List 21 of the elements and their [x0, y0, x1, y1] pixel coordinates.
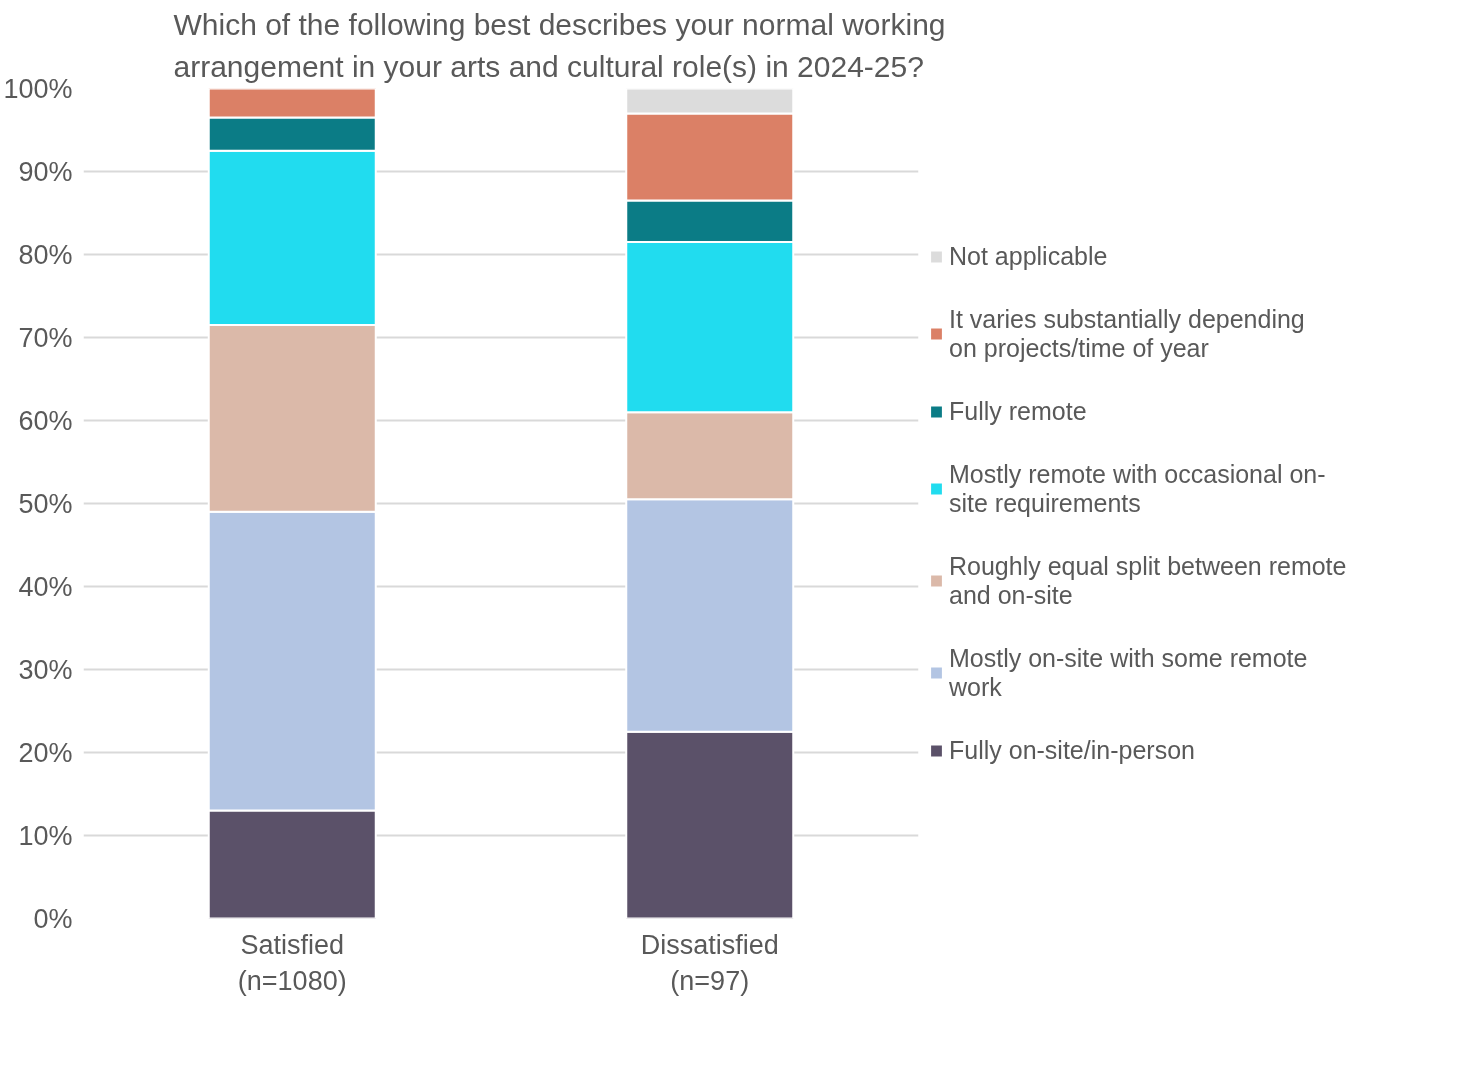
legend-label: Roughly equal split between remote and on-site [949, 551, 1347, 610]
legend-label: Not applicable [949, 241, 1108, 271]
legend-label: Mostly on-site with some remote work [949, 643, 1308, 702]
y-tick-label: 100% [3, 73, 73, 104]
x-tick-label: Satisfied (n=1080) [237, 929, 347, 996]
y-tick-label: 50% [18, 488, 73, 519]
y-tick-label: 20% [18, 737, 73, 768]
chart-title: Which of the following best describes your normal working arrangement in your arts and cultural role(s) in 2024-25? [173, 7, 946, 84]
y-tick-label: 10% [18, 820, 73, 851]
y-tick-label: 80% [18, 239, 73, 270]
legend-label: It varies substantially depending on projects/time of year [949, 304, 1305, 363]
legend-label: Mostly remote with occasional on-site requirements [949, 459, 1326, 518]
y-tick-label: 60% [18, 405, 73, 436]
y-tick-label: 30% [18, 654, 73, 685]
y-tick-label: 70% [18, 322, 73, 353]
y-tick-label: 90% [18, 156, 73, 187]
y-tick-label: 0% [33, 903, 73, 934]
y-tick-label: 40% [18, 571, 73, 602]
legend-label: Fully on-site/in-person [949, 735, 1195, 765]
x-tick-label: Dissatisfied (n=97) [640, 929, 779, 996]
legend-label: Fully remote [949, 396, 1087, 426]
